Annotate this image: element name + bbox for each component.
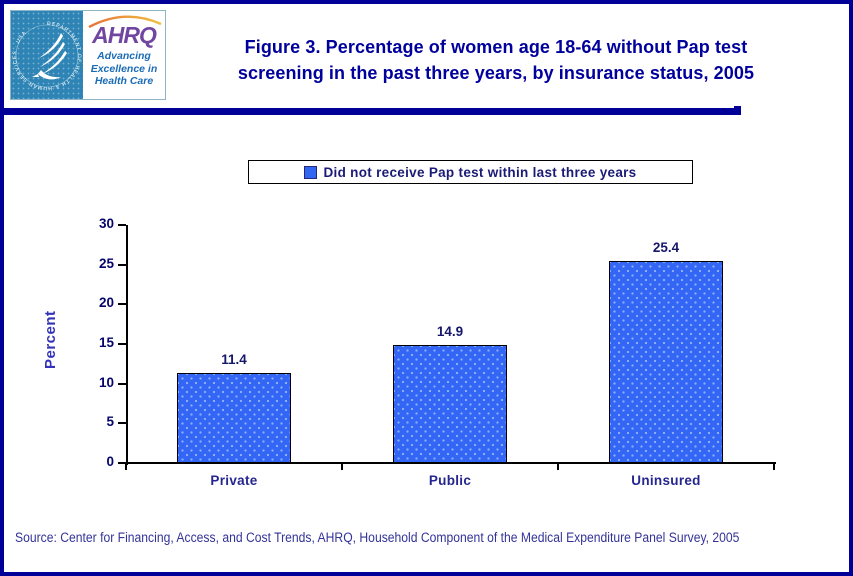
y-tick-label: 15 — [98, 335, 114, 350]
ahrq-arc-icon — [88, 15, 162, 28]
legend-label: Did not receive Pap test within last thr… — [323, 164, 637, 180]
y-tick-label: 30 — [98, 216, 114, 231]
y-tick-label: 10 — [98, 374, 114, 390]
y-axis-line — [126, 225, 128, 465]
ahrq-tagline: Advancing Excellence in Health Care — [83, 50, 165, 88]
header-divider-bar — [4, 108, 740, 115]
chart-legend: Did not receive Pap test within last thr… — [248, 160, 693, 184]
x-axis-line — [126, 462, 776, 464]
y-tick — [118, 422, 126, 425]
y-tick — [118, 263, 126, 266]
category-label-public: Public — [428, 473, 472, 488]
bar-public — [393, 344, 507, 463]
figure-title-line2: screening in the past three years, by in… — [237, 63, 755, 83]
x-tick — [557, 463, 559, 470]
source-note: Source: Center for Financing, Access, an… — [15, 530, 740, 545]
x-tick — [773, 463, 775, 470]
tagline-line: Health Care — [94, 75, 154, 88]
tagline-line: Advancing — [97, 50, 151, 62]
category-label-private: Private — [210, 473, 258, 488]
hhs-eagle-icon: DEPARTMENT OF HEALTH & HUMAN SERVICES · … — [12, 21, 81, 91]
y-tick — [118, 382, 126, 385]
figure-title-line1: Figure 3. Percentage of women age 18-64 … — [244, 37, 748, 57]
bar-value-label: 14.9 — [436, 323, 464, 339]
y-tick — [118, 462, 126, 464]
ahrq-hhs-logo: DEPARTMENT OF HEALTH & HUMAN SERVICES · … — [10, 10, 166, 100]
header-divider-end-cap — [734, 106, 741, 115]
ahrq-wordmark-area: AHRQ Advancing Excellence in Health Care — [83, 11, 165, 99]
hhs-seal: DEPARTMENT OF HEALTH & HUMAN SERVICES · … — [11, 11, 83, 99]
y-tick — [118, 224, 126, 226]
tagline-line: Excellence in — [90, 62, 158, 75]
y-tick-label: 0 — [106, 454, 114, 469]
y-tick-label: 20 — [98, 295, 114, 311]
bar-private — [177, 372, 291, 463]
y-tick-label: 25 — [98, 255, 114, 271]
bar-value-label: 11.4 — [221, 351, 247, 367]
bar-value-label: 25.4 — [652, 240, 680, 256]
y-axis-title: Percent — [42, 310, 59, 370]
x-tick — [125, 463, 127, 470]
y-tick — [118, 303, 126, 306]
x-tick — [341, 463, 343, 470]
legend-swatch-icon — [304, 165, 318, 179]
bar-chart: Percent 0 5 10 15 20 25 30 11.4 Private 14.9 Publi… — [4, 4, 849, 572]
ahrq-acronym: AHRQ — [92, 22, 157, 48]
bar-uninsured — [609, 261, 723, 463]
y-tick — [118, 343, 126, 345]
category-label-uninsured: Uninsured — [631, 473, 701, 488]
y-tick-label: 5 — [106, 414, 114, 430]
figure-title: Figure 3. Percentage of women age 18-64 … — [166, 34, 826, 86]
